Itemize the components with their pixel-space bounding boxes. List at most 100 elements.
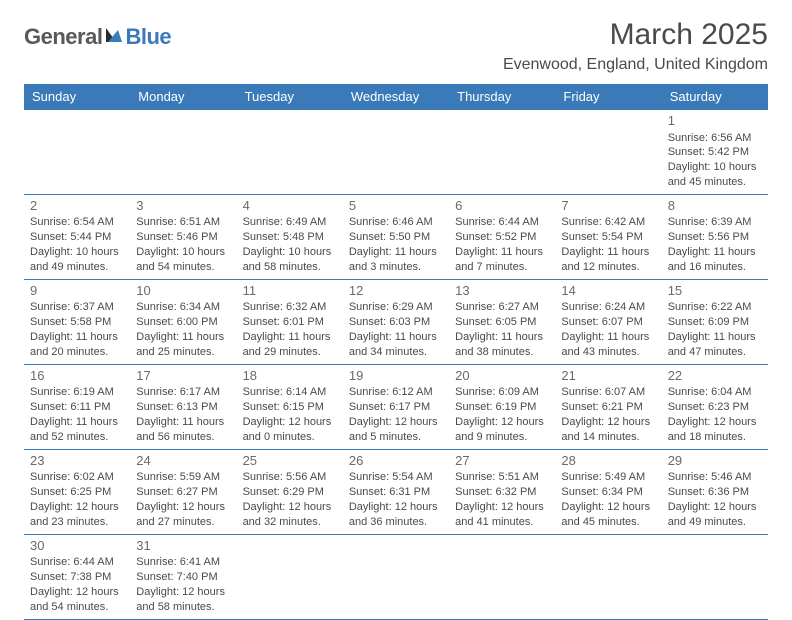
- day-info-line: Sunrise: 6:49 AM: [243, 215, 337, 230]
- day-info-line: Sunset: 5:58 PM: [30, 315, 124, 330]
- logo-text-general: General: [24, 24, 102, 50]
- day-info-line: Sunset: 5:54 PM: [561, 230, 655, 245]
- day-number: 30: [30, 537, 124, 555]
- calendar-day-cell: 9Sunrise: 6:37 AMSunset: 5:58 PMDaylight…: [24, 279, 130, 364]
- calendar-empty-cell: [449, 534, 555, 619]
- day-info-line: Daylight: 11 hours: [668, 245, 762, 260]
- day-info-line: and 45 minutes.: [561, 515, 655, 530]
- calendar-empty-cell: [555, 534, 661, 619]
- day-info-line: Sunrise: 6:02 AM: [30, 470, 124, 485]
- day-info-line: Daylight: 10 hours: [136, 245, 230, 260]
- day-info-line: Daylight: 12 hours: [455, 415, 549, 430]
- day-number: 21: [561, 367, 655, 385]
- day-info-line: Sunset: 6:25 PM: [30, 485, 124, 500]
- day-info-line: and 45 minutes.: [668, 175, 762, 190]
- day-info-line: Sunrise: 6:14 AM: [243, 385, 337, 400]
- calendar-day-cell: 23Sunrise: 6:02 AMSunset: 6:25 PMDayligh…: [24, 449, 130, 534]
- day-info-line: Sunrise: 6:44 AM: [30, 555, 124, 570]
- calendar-week-row: 9Sunrise: 6:37 AMSunset: 5:58 PMDaylight…: [24, 279, 768, 364]
- calendar-week-row: 30Sunrise: 6:44 AMSunset: 7:38 PMDayligh…: [24, 534, 768, 619]
- calendar-day-cell: 2Sunrise: 6:54 AMSunset: 5:44 PMDaylight…: [24, 194, 130, 279]
- day-info-line: Sunrise: 6:19 AM: [30, 385, 124, 400]
- day-info-line: Sunset: 6:07 PM: [561, 315, 655, 330]
- day-info-line: Sunset: 6:31 PM: [349, 485, 443, 500]
- calendar-day-cell: 20Sunrise: 6:09 AMSunset: 6:19 PMDayligh…: [449, 364, 555, 449]
- day-number: 28: [561, 452, 655, 470]
- day-number: 7: [561, 197, 655, 215]
- day-info-line: and 27 minutes.: [136, 515, 230, 530]
- day-info-line: and 9 minutes.: [455, 430, 549, 445]
- day-info-line: and 18 minutes.: [668, 430, 762, 445]
- day-info-line: Sunrise: 6:29 AM: [349, 300, 443, 315]
- day-info-line: Daylight: 11 hours: [136, 415, 230, 430]
- title-block: March 2025 Evenwood, England, United Kin…: [503, 18, 768, 74]
- day-info-line: Sunset: 5:44 PM: [30, 230, 124, 245]
- day-info-line: and 34 minutes.: [349, 345, 443, 360]
- day-info-line: Daylight: 12 hours: [30, 500, 124, 515]
- calendar-empty-cell: [662, 534, 768, 619]
- calendar-day-cell: 5Sunrise: 6:46 AMSunset: 5:50 PMDaylight…: [343, 194, 449, 279]
- calendar-week-row: 23Sunrise: 6:02 AMSunset: 6:25 PMDayligh…: [24, 449, 768, 534]
- day-number: 18: [243, 367, 337, 385]
- day-info-line: and 58 minutes.: [243, 260, 337, 275]
- calendar-day-cell: 18Sunrise: 6:14 AMSunset: 6:15 PMDayligh…: [237, 364, 343, 449]
- day-info-line: Daylight: 11 hours: [561, 245, 655, 260]
- day-info-line: and 29 minutes.: [243, 345, 337, 360]
- day-number: 3: [136, 197, 230, 215]
- day-info-line: Sunset: 7:38 PM: [30, 570, 124, 585]
- calendar-day-cell: 7Sunrise: 6:42 AMSunset: 5:54 PMDaylight…: [555, 194, 661, 279]
- day-number: 13: [455, 282, 549, 300]
- day-info-line: and 49 minutes.: [30, 260, 124, 275]
- weekday-header-row: Sunday Monday Tuesday Wednesday Thursday…: [24, 84, 768, 110]
- day-info-line: Sunrise: 5:51 AM: [455, 470, 549, 485]
- weekday-header: Sunday: [24, 84, 130, 110]
- day-info-line: Daylight: 12 hours: [561, 415, 655, 430]
- calendar-day-cell: 29Sunrise: 5:46 AMSunset: 6:36 PMDayligh…: [662, 449, 768, 534]
- day-info-line: and 52 minutes.: [30, 430, 124, 445]
- day-info-line: Daylight: 12 hours: [668, 415, 762, 430]
- day-info-line: Sunset: 6:09 PM: [668, 315, 762, 330]
- weekday-header: Wednesday: [343, 84, 449, 110]
- day-number: 23: [30, 452, 124, 470]
- day-info-line: and 25 minutes.: [136, 345, 230, 360]
- weekday-header: Thursday: [449, 84, 555, 110]
- day-info-line: Daylight: 12 hours: [243, 415, 337, 430]
- day-info-line: and 56 minutes.: [136, 430, 230, 445]
- page-header: General Blue March 2025 Evenwood, Englan…: [24, 18, 768, 74]
- day-info-line: Sunrise: 6:04 AM: [668, 385, 762, 400]
- calendar-day-cell: 13Sunrise: 6:27 AMSunset: 6:05 PMDayligh…: [449, 279, 555, 364]
- day-number: 12: [349, 282, 443, 300]
- month-title: March 2025: [503, 18, 768, 52]
- day-info-line: Sunset: 6:03 PM: [349, 315, 443, 330]
- day-info-line: Sunrise: 6:44 AM: [455, 215, 549, 230]
- day-number: 20: [455, 367, 549, 385]
- calendar-grid: Sunday Monday Tuesday Wednesday Thursday…: [24, 84, 768, 620]
- day-info-line: and 3 minutes.: [349, 260, 443, 275]
- day-info-line: and 0 minutes.: [243, 430, 337, 445]
- calendar-day-cell: 19Sunrise: 6:12 AMSunset: 6:17 PMDayligh…: [343, 364, 449, 449]
- calendar-day-cell: 30Sunrise: 6:44 AMSunset: 7:38 PMDayligh…: [24, 534, 130, 619]
- day-info-line: and 7 minutes.: [455, 260, 549, 275]
- day-info-line: Sunset: 5:56 PM: [668, 230, 762, 245]
- calendar-body: 1Sunrise: 6:56 AMSunset: 5:42 PMDaylight…: [24, 110, 768, 620]
- day-info-line: and 41 minutes.: [455, 515, 549, 530]
- day-info-line: Daylight: 10 hours: [243, 245, 337, 260]
- day-info-line: Daylight: 11 hours: [668, 330, 762, 345]
- day-info-line: Sunset: 6:36 PM: [668, 485, 762, 500]
- day-number: 10: [136, 282, 230, 300]
- day-info-line: and 5 minutes.: [349, 430, 443, 445]
- day-info-line: Daylight: 11 hours: [243, 330, 337, 345]
- day-info-line: Sunset: 6:21 PM: [561, 400, 655, 415]
- day-info-line: Sunrise: 6:22 AM: [668, 300, 762, 315]
- day-number: 25: [243, 452, 337, 470]
- calendar-day-cell: 17Sunrise: 6:17 AMSunset: 6:13 PMDayligh…: [130, 364, 236, 449]
- day-info-line: and 47 minutes.: [668, 345, 762, 360]
- calendar-day-cell: 12Sunrise: 6:29 AMSunset: 6:03 PMDayligh…: [343, 279, 449, 364]
- day-info-line: Daylight: 11 hours: [349, 245, 443, 260]
- day-info-line: and 43 minutes.: [561, 345, 655, 360]
- calendar-page: General Blue March 2025 Evenwood, Englan…: [0, 0, 792, 612]
- day-number: 19: [349, 367, 443, 385]
- day-info-line: and 58 minutes.: [136, 600, 230, 615]
- calendar-day-cell: 14Sunrise: 6:24 AMSunset: 6:07 PMDayligh…: [555, 279, 661, 364]
- day-number: 31: [136, 537, 230, 555]
